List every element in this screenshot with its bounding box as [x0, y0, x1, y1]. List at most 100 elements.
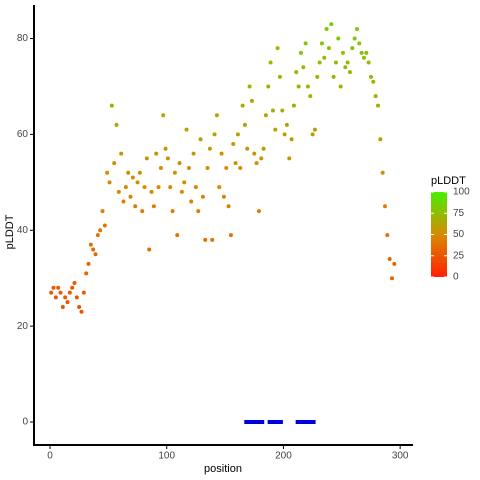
point: [214, 113, 219, 118]
point: [238, 165, 243, 170]
marker: [272, 419, 276, 424]
point: [364, 50, 369, 55]
point: [378, 137, 383, 142]
point: [373, 94, 378, 99]
marker: [309, 419, 314, 424]
colorbar-tick-label: 50: [453, 229, 465, 240]
point: [324, 26, 329, 31]
point: [345, 60, 350, 65]
point: [303, 41, 308, 46]
colorbar-tick-label: 100: [453, 187, 470, 198]
point: [58, 290, 63, 295]
point: [217, 185, 222, 190]
point: [81, 290, 86, 295]
point: [133, 204, 138, 209]
colorbar-tick-label: 0: [453, 272, 459, 283]
x-axis-label: position: [204, 463, 242, 475]
point: [72, 280, 77, 285]
point: [280, 108, 285, 113]
point: [51, 285, 56, 290]
point: [357, 41, 362, 46]
marker: [297, 419, 302, 424]
point: [67, 290, 72, 295]
point: [308, 94, 313, 99]
point: [284, 122, 289, 127]
marker: [267, 419, 272, 424]
point: [301, 65, 306, 70]
point: [182, 180, 187, 185]
colorbar-tick-label: 75: [453, 208, 465, 219]
point: [140, 209, 145, 214]
point: [240, 103, 245, 108]
point: [184, 127, 189, 132]
point: [112, 161, 117, 166]
point: [256, 209, 261, 214]
marker: [253, 419, 258, 424]
marker: [276, 419, 281, 424]
point: [74, 295, 79, 300]
point: [270, 108, 275, 113]
y-tick-label: 40: [17, 225, 29, 236]
point: [203, 237, 208, 242]
point: [207, 146, 212, 151]
point: [242, 122, 247, 127]
marker: [255, 419, 260, 424]
point: [168, 185, 173, 190]
point: [247, 84, 252, 89]
point: [135, 180, 140, 185]
point: [142, 185, 147, 190]
marker: [307, 419, 311, 424]
x-tick-label: 0: [47, 451, 53, 462]
point: [149, 189, 154, 194]
colorbar: [431, 192, 447, 277]
point: [326, 46, 331, 51]
point: [382, 204, 387, 209]
point: [254, 161, 259, 166]
marker: [244, 419, 248, 424]
point: [70, 285, 75, 290]
point: [231, 141, 236, 146]
point: [322, 55, 327, 60]
point: [366, 60, 371, 65]
point: [319, 41, 324, 46]
point: [210, 237, 215, 242]
point: [296, 84, 301, 89]
y-axis-label: pLDDT: [4, 214, 16, 249]
point: [282, 132, 287, 137]
point: [128, 194, 133, 199]
point: [172, 170, 177, 175]
point: [191, 151, 196, 156]
point: [79, 309, 84, 314]
marker: [251, 419, 255, 424]
marker: [304, 419, 309, 424]
point: [389, 276, 394, 281]
point: [158, 165, 163, 170]
point: [189, 199, 194, 204]
x-tick-label: 100: [158, 451, 175, 462]
point: [147, 247, 152, 252]
point: [100, 209, 105, 214]
point: [156, 185, 161, 190]
point: [119, 151, 124, 156]
point: [312, 127, 317, 132]
point: [233, 161, 238, 166]
point: [380, 170, 385, 175]
point: [121, 199, 126, 204]
marker: [295, 419, 300, 424]
point: [266, 84, 271, 89]
point: [137, 170, 142, 175]
marker: [300, 419, 304, 424]
point: [352, 36, 357, 41]
point: [371, 79, 376, 84]
point: [289, 137, 294, 142]
point: [317, 60, 322, 65]
colorbar-title: pLDDT: [431, 175, 466, 187]
point: [177, 161, 182, 166]
point: [84, 271, 89, 276]
point: [116, 189, 121, 194]
point: [331, 74, 336, 79]
point: [228, 233, 233, 238]
point: [368, 74, 373, 79]
point: [221, 194, 226, 199]
